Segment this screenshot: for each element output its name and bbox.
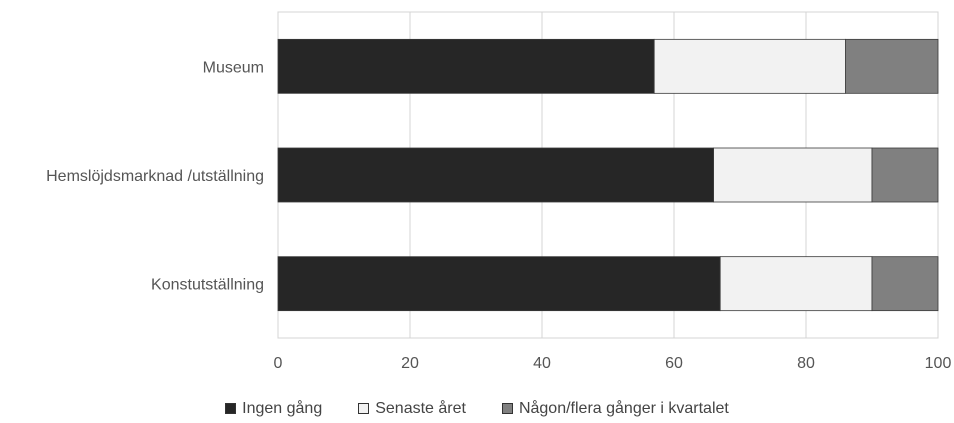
- bar-segment-1: [277, 256, 721, 312]
- legend-swatch: [358, 403, 370, 414]
- category-label: Konstutställning: [151, 277, 264, 294]
- legend-item: Senaste året: [358, 399, 466, 418]
- legend-swatch: [225, 403, 237, 414]
- bar-segment-1: [277, 38, 655, 94]
- bar-layer: [277, 38, 939, 312]
- x-tick-label: 0: [274, 355, 283, 372]
- x-tick-label: 100: [925, 355, 952, 372]
- bar-segment-2: [713, 147, 873, 203]
- bar-segment-1: [277, 147, 715, 203]
- category-label: Museum: [203, 59, 264, 76]
- legend-label: Ingen gång: [242, 400, 323, 417]
- bar-segment-3: [871, 256, 939, 312]
- category-labels: Museum Hemslöjdsmarknad /utställning Konst…: [46, 59, 264, 293]
- x-tick-label: 20: [401, 355, 419, 372]
- category-label: Hemslöjdsmarknad /utställning: [46, 168, 264, 185]
- legend: Ingen gång Senaste året Någon/flera gånger…: [0, 399, 954, 418]
- legend-swatch: [501, 403, 513, 414]
- legend-label: Senaste året: [375, 400, 466, 417]
- x-tick-label: 40: [533, 355, 551, 372]
- x-tick-label: 60: [665, 355, 683, 372]
- bar-segment-2: [653, 38, 847, 94]
- legend-item: Ingen gång: [225, 399, 322, 418]
- x-tick-labels: 0 20 40 60 80 100: [274, 355, 952, 372]
- legend-item: Någon/flera gånger i kvartalet: [501, 399, 729, 418]
- bar-segment-2: [719, 256, 873, 312]
- x-tick-label: 80: [797, 355, 815, 372]
- bar-segment-3: [845, 38, 939, 94]
- bar-segment-3: [871, 147, 939, 203]
- legend-label: Någon/flera gånger i kvartalet: [518, 400, 729, 417]
